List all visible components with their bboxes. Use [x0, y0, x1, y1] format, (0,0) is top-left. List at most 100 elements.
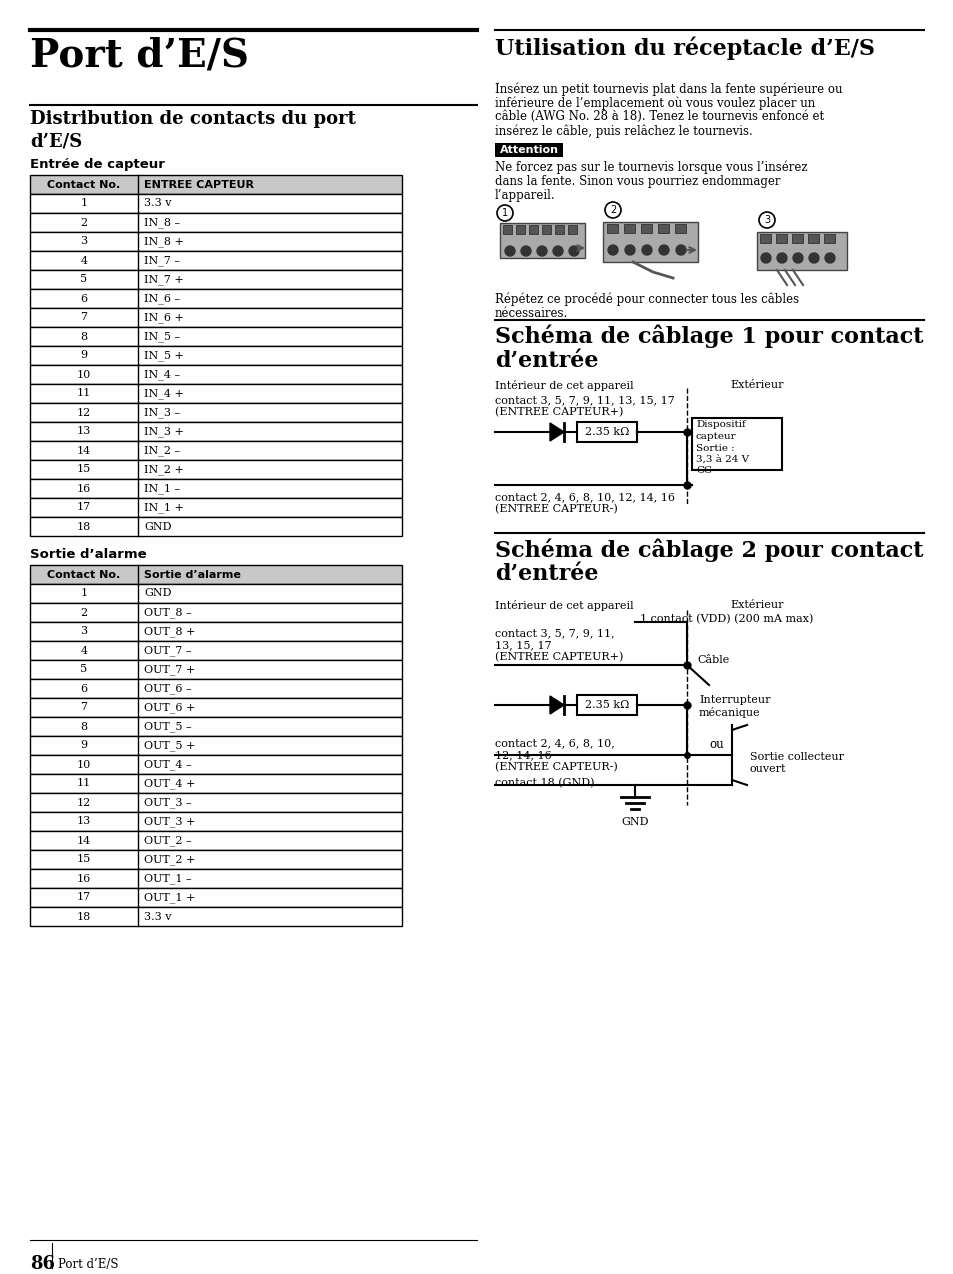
Bar [623, 224, 635, 233]
Text: 3.3 v: 3.3 v [144, 911, 172, 921]
Circle shape [641, 245, 651, 255]
Bar [30, 383, 401, 403]
Text: 7: 7 [80, 702, 88, 712]
Text: 9: 9 [80, 740, 88, 750]
Text: dans la fente. Sinon vous pourriez endommager: dans la fente. Sinon vous pourriez endom… [495, 175, 780, 189]
Text: OUT_7 +: OUT_7 + [144, 664, 195, 675]
Bar [555, 225, 563, 234]
Bar [30, 775, 401, 792]
Text: 2.35 kΩ: 2.35 kΩ [584, 699, 629, 710]
Text: Intérieur de cet appareil: Intérieur de cet appareil [495, 600, 633, 612]
Text: 12: 12 [77, 798, 91, 808]
Text: IN_6 +: IN_6 + [144, 312, 184, 322]
Text: IN_5 +: IN_5 + [144, 350, 184, 361]
Bar [541, 225, 551, 234]
Text: Sortie collecteur: Sortie collecteur [749, 752, 843, 762]
Text: GND: GND [620, 817, 648, 827]
Text: Contact No.: Contact No. [48, 569, 120, 580]
Bar [529, 225, 537, 234]
Circle shape [537, 246, 546, 256]
Text: 10: 10 [77, 369, 91, 380]
Text: 4: 4 [80, 256, 88, 265]
Text: 8: 8 [80, 331, 88, 341]
Bar [30, 364, 401, 383]
Text: contact 3, 5, 7, 9, 11,: contact 3, 5, 7, 9, 11, [495, 628, 614, 638]
Text: câble (AWG No. 28 à 18). Tenez le tournevis enfoncé et: câble (AWG No. 28 à 18). Tenez le tourne… [495, 110, 823, 124]
Text: IN_1 –: IN_1 – [144, 483, 180, 494]
Text: 5: 5 [80, 665, 88, 674]
Bar [807, 234, 818, 243]
Text: 17: 17 [77, 893, 91, 902]
Bar [30, 347, 401, 364]
Bar [606, 224, 618, 233]
Text: 15: 15 [77, 855, 91, 865]
Bar [30, 755, 401, 775]
Text: IN_1 +: IN_1 + [144, 502, 184, 513]
Text: IN_3 –: IN_3 – [144, 408, 180, 418]
Bar [30, 717, 401, 736]
Bar [658, 224, 668, 233]
Text: 16: 16 [77, 874, 91, 883]
Circle shape [760, 254, 770, 262]
Text: inférieure de l’emplacement où vous voulez placer un: inférieure de l’emplacement où vous voul… [495, 96, 815, 110]
Text: GND: GND [144, 589, 172, 599]
Text: 11: 11 [77, 389, 91, 399]
Text: IN_2 –: IN_2 – [144, 445, 180, 456]
Bar [30, 641, 401, 660]
Bar [30, 698, 401, 717]
Text: Utilisation du réceptacle d’E/S: Utilisation du réceptacle d’E/S [495, 36, 874, 60]
Text: contact 2, 4, 6, 8, 10,: contact 2, 4, 6, 8, 10, [495, 738, 614, 748]
Bar [675, 224, 685, 233]
Text: Sortie d’alarme: Sortie d’alarme [144, 569, 240, 580]
Bar [775, 234, 786, 243]
Bar [502, 225, 512, 234]
Bar [30, 270, 401, 289]
Text: Schéma de câblage 1 pour contact: Schéma de câblage 1 pour contact [495, 325, 923, 349]
Bar [640, 224, 651, 233]
Bar [30, 517, 401, 536]
Text: 7: 7 [80, 312, 88, 322]
Text: nécessaires.: nécessaires. [495, 307, 568, 320]
Bar [30, 460, 401, 479]
Bar [602, 222, 698, 262]
Bar [30, 564, 401, 583]
Text: ou: ou [708, 738, 723, 750]
Circle shape [792, 254, 802, 262]
Bar [30, 736, 401, 755]
Text: ENTREE CAPTEUR: ENTREE CAPTEUR [144, 180, 253, 190]
Text: IN_2 +: IN_2 + [144, 464, 184, 475]
Text: 18: 18 [77, 521, 91, 531]
Bar [30, 441, 401, 460]
Text: Schéma de câblage 2 pour contact: Schéma de câblage 2 pour contact [495, 538, 923, 562]
Text: insérez le câble, puis relâchez le tournevis.: insérez le câble, puis relâchez le tourn… [495, 124, 752, 138]
Bar [30, 213, 401, 232]
Text: IN_8 +: IN_8 + [144, 236, 184, 247]
Circle shape [568, 246, 578, 256]
Text: Attention: Attention [499, 145, 558, 155]
Bar [791, 234, 802, 243]
Text: 86: 86 [30, 1255, 55, 1273]
Bar [30, 792, 401, 812]
Circle shape [553, 246, 562, 256]
Bar [577, 696, 637, 715]
Text: 12: 12 [77, 408, 91, 418]
Text: IN_4 –: IN_4 – [144, 369, 180, 380]
Text: Répétez ce procédé pour connecter tous les câbles: Répétez ce procédé pour connecter tous l… [495, 293, 799, 307]
Circle shape [504, 246, 515, 256]
Text: 2: 2 [609, 205, 616, 215]
Text: OUT_5 –: OUT_5 – [144, 721, 192, 731]
Bar [30, 831, 401, 850]
Text: Extérieur: Extérieur [729, 380, 782, 390]
Text: contact 2, 4, 6, 8, 10, 12, 14, 16: contact 2, 4, 6, 8, 10, 12, 14, 16 [495, 492, 675, 502]
Text: 12, 14, 16: 12, 14, 16 [495, 750, 551, 761]
Circle shape [607, 245, 618, 255]
Circle shape [824, 254, 834, 262]
Text: 10: 10 [77, 759, 91, 769]
Text: IN_7 +: IN_7 + [144, 274, 184, 285]
Text: 5: 5 [80, 274, 88, 284]
Text: 1: 1 [501, 208, 508, 218]
Text: contact 18 (GND): contact 18 (GND) [495, 778, 594, 789]
Text: IN_6 –: IN_6 – [144, 293, 180, 304]
Text: Insérez un petit tournevis plat dans la fente supérieure ou: Insérez un petit tournevis plat dans la … [495, 82, 841, 96]
Text: Ne forcez pas sur le tournevis lorsque vous l’insérez: Ne forcez pas sur le tournevis lorsque v… [495, 161, 806, 175]
